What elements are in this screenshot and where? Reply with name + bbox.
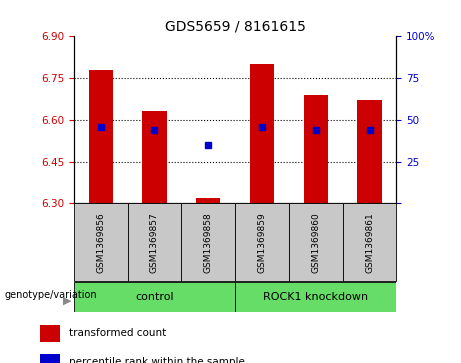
- Text: ROCK1 knockdown: ROCK1 knockdown: [263, 292, 368, 302]
- FancyBboxPatch shape: [128, 203, 181, 281]
- Text: GSM1369860: GSM1369860: [311, 212, 320, 273]
- Title: GDS5659 / 8161615: GDS5659 / 8161615: [165, 20, 306, 34]
- FancyBboxPatch shape: [181, 203, 235, 281]
- Text: GSM1369857: GSM1369857: [150, 212, 159, 273]
- FancyBboxPatch shape: [235, 203, 289, 281]
- Text: GSM1369859: GSM1369859: [258, 212, 266, 273]
- Bar: [357, 100, 382, 203]
- Text: GSM1369861: GSM1369861: [365, 212, 374, 273]
- Bar: [89, 70, 113, 203]
- FancyBboxPatch shape: [343, 203, 396, 281]
- Bar: [40, 354, 60, 363]
- Bar: [142, 111, 166, 203]
- Bar: [40, 325, 60, 342]
- Text: genotype/variation: genotype/variation: [5, 290, 97, 300]
- Text: control: control: [135, 292, 174, 302]
- FancyBboxPatch shape: [74, 282, 235, 311]
- Text: GSM1369858: GSM1369858: [204, 212, 213, 273]
- Text: GSM1369856: GSM1369856: [96, 212, 105, 273]
- FancyBboxPatch shape: [235, 282, 396, 311]
- Text: ▶: ▶: [63, 295, 71, 305]
- Bar: [250, 64, 274, 203]
- Text: transformed count: transformed count: [69, 328, 166, 338]
- FancyBboxPatch shape: [74, 203, 128, 281]
- FancyBboxPatch shape: [289, 203, 343, 281]
- Bar: [304, 95, 328, 203]
- Text: percentile rank within the sample: percentile rank within the sample: [69, 357, 245, 363]
- Bar: [196, 198, 220, 203]
